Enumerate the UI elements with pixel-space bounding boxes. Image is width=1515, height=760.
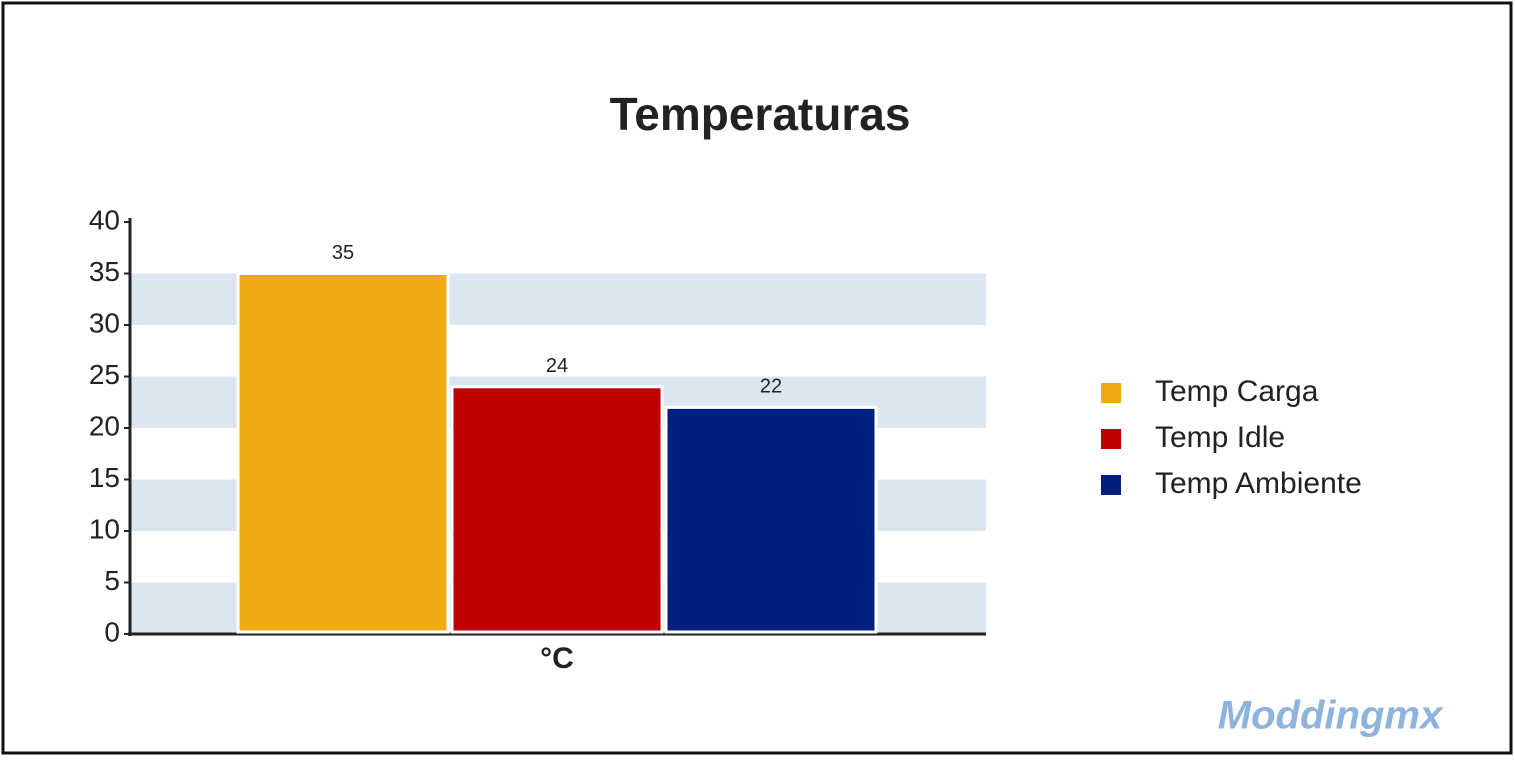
bar: [236, 272, 450, 634]
legend-swatch: [1099, 427, 1123, 451]
chart-title: Temperaturas: [610, 88, 911, 140]
bar: [664, 405, 878, 634]
watermark: Moddingmx: [1218, 694, 1444, 738]
x-axis-label: °C: [540, 642, 574, 675]
y-tick-label: 35: [89, 256, 120, 287]
y-tick-label: 10: [89, 513, 120, 544]
bar: [450, 385, 664, 634]
value-label: 24: [546, 355, 568, 377]
legend-label: Temp Ambiente: [1155, 467, 1362, 500]
value-label: 22: [760, 376, 782, 398]
y-tick-label: 20: [89, 410, 120, 441]
legend-swatch: [1099, 473, 1123, 497]
y-tick-label: 15: [89, 462, 120, 493]
value-label: 35: [332, 242, 354, 264]
y-tick-label: 30: [89, 307, 120, 338]
legend-label: Temp Idle: [1155, 421, 1285, 454]
y-tick-label: 40: [89, 204, 120, 235]
y-tick-label: 5: [104, 565, 120, 596]
y-tick-label: 25: [89, 359, 120, 390]
y-tick-label: 0: [104, 616, 120, 647]
legend-label: Temp Carga: [1155, 375, 1319, 408]
legend-swatch: [1099, 381, 1123, 405]
